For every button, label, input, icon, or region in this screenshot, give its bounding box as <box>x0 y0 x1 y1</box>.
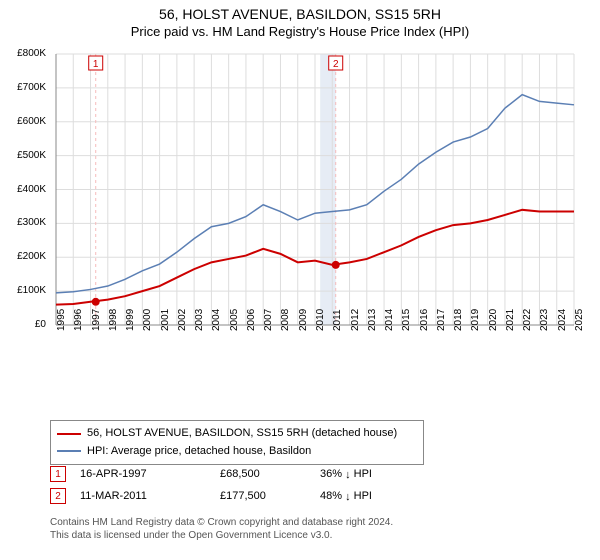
x-tick-label: 2021 <box>505 309 516 331</box>
x-tick-label: 2007 <box>263 309 274 331</box>
marker-vs: 48% ↓ HPI <box>320 490 372 502</box>
y-tick-label: £500K <box>4 150 46 161</box>
y-tick-label: £100K <box>4 285 46 296</box>
down-arrow-icon: ↓ <box>345 491 351 503</box>
legend-swatch <box>57 450 81 452</box>
disclaimer-line: Contains HM Land Registry data © Crown c… <box>50 516 393 529</box>
disclaimer: Contains HM Land Registry data © Crown c… <box>50 516 393 542</box>
x-tick-label: 2018 <box>453 309 464 331</box>
legend-label: 56, HOLST AVENUE, BASILDON, SS15 5RH (de… <box>87 425 397 443</box>
x-tick-label: 2008 <box>280 309 291 331</box>
x-tick-label: 2011 <box>332 309 343 331</box>
x-tick-label: 1997 <box>91 309 102 331</box>
svg-text:2: 2 <box>333 59 339 70</box>
x-tick-label: 2025 <box>574 309 585 331</box>
x-tick-label: 2002 <box>177 309 188 331</box>
y-tick-label: £200K <box>4 251 46 262</box>
y-tick-label: £700K <box>4 82 46 93</box>
sale-markers: 1 16-APR-1997 £68,500 36% ↓ HPI 2 11-MAR… <box>50 460 372 504</box>
legend-swatch <box>57 433 81 435</box>
marker-price: £68,500 <box>220 468 320 480</box>
marker-badge: 2 <box>50 488 66 504</box>
marker-date: 11-MAR-2011 <box>80 490 220 502</box>
x-tick-label: 2010 <box>315 309 326 331</box>
y-tick-label: £600K <box>4 116 46 127</box>
title-line2: Price paid vs. HM Land Registry's House … <box>0 22 600 39</box>
legend: 56, HOLST AVENUE, BASILDON, SS15 5RH (de… <box>50 420 424 465</box>
x-tick-label: 2014 <box>384 309 395 331</box>
marker-row: 2 11-MAR-2011 £177,500 48% ↓ HPI <box>50 488 372 504</box>
down-arrow-icon: ↓ <box>345 469 351 481</box>
marker-row: 1 16-APR-1997 £68,500 36% ↓ HPI <box>50 466 372 482</box>
x-tick-label: 2024 <box>557 309 568 331</box>
svg-text:1: 1 <box>93 59 99 70</box>
x-tick-label: 2016 <box>419 309 430 331</box>
x-tick-label: 1998 <box>108 309 119 331</box>
x-tick-label: 2017 <box>436 309 447 331</box>
x-tick-label: 2019 <box>470 309 481 331</box>
y-tick-label: £0 <box>4 319 46 330</box>
x-tick-label: 2005 <box>229 309 240 331</box>
marker-price: £177,500 <box>220 490 320 502</box>
x-tick-label: 2009 <box>298 309 309 331</box>
x-tick-label: 1996 <box>73 309 84 331</box>
title-line1: 56, HOLST AVENUE, BASILDON, SS15 5RH <box>0 0 600 22</box>
x-tick-label: 2020 <box>488 309 499 331</box>
legend-label: HPI: Average price, detached house, Basi… <box>87 443 311 461</box>
x-tick-label: 2000 <box>142 309 153 331</box>
y-tick-label: £300K <box>4 217 46 228</box>
x-tick-label: 1995 <box>56 309 67 331</box>
x-tick-label: 2012 <box>350 309 361 331</box>
x-tick-label: 2015 <box>401 309 412 331</box>
marker-badge: 1 <box>50 466 66 482</box>
x-tick-label: 1999 <box>125 309 136 331</box>
marker-date: 16-APR-1997 <box>80 468 220 480</box>
x-tick-label: 2023 <box>539 309 550 331</box>
x-tick-label: 2003 <box>194 309 205 331</box>
legend-row: 56, HOLST AVENUE, BASILDON, SS15 5RH (de… <box>57 425 417 443</box>
x-tick-label: 2013 <box>367 309 378 331</box>
marker-vs: 36% ↓ HPI <box>320 468 372 480</box>
y-tick-label: £400K <box>4 184 46 195</box>
y-tick-label: £800K <box>4 48 46 59</box>
disclaimer-line: This data is licensed under the Open Gov… <box>50 529 393 542</box>
x-tick-label: 2001 <box>160 309 171 331</box>
x-tick-label: 2022 <box>522 309 533 331</box>
x-tick-label: 2004 <box>211 309 222 331</box>
legend-row: HPI: Average price, detached house, Basi… <box>57 443 417 461</box>
x-tick-label: 2006 <box>246 309 257 331</box>
